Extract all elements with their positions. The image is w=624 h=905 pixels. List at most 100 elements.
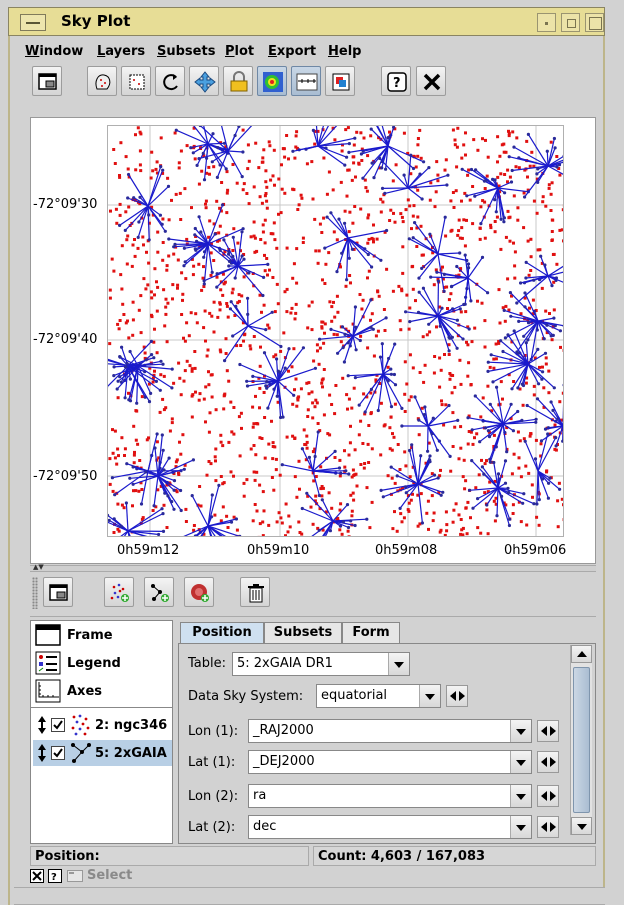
sky-plot-area[interactable] (107, 125, 564, 537)
chevron-down-icon[interactable] (510, 720, 531, 742)
toolbar-grip-icon[interactable] (32, 577, 38, 609)
layer-toolbar (30, 575, 596, 617)
layer-item-label: Frame (67, 628, 113, 643)
lon1-label: Lon (1): (188, 724, 239, 739)
add-pair-layer-icon (151, 584, 169, 602)
menu-plot[interactable]: Plot (225, 44, 255, 59)
x-tick-label: 0h59m08 (375, 543, 438, 558)
blob-subset-icon (129, 74, 145, 90)
scroll-up-icon[interactable] (571, 645, 592, 663)
sky-system-stepper[interactable] (446, 685, 468, 707)
layer-item-label: Axes (67, 684, 103, 699)
chevron-down-icon[interactable] (388, 653, 409, 675)
select-button[interactable]: Select (87, 868, 133, 883)
tab-form[interactable]: Form (342, 622, 400, 644)
window-button[interactable] (32, 66, 62, 96)
lat2-stepper[interactable] (537, 816, 559, 838)
axis-control-icon (296, 73, 318, 91)
export-image-button[interactable] (325, 66, 355, 96)
plot-canvas[interactable] (108, 126, 564, 537)
collapse-arrows-icon[interactable]: ▲▼ (33, 563, 44, 571)
blob-subset-button[interactable] (121, 66, 151, 96)
chevron-down-icon[interactable] (510, 785, 531, 807)
export-image-icon (332, 73, 350, 91)
table-select[interactable]: 5: 2xGAIA DR1 (232, 652, 410, 676)
navigate-button[interactable] (189, 66, 219, 96)
menu-layers[interactable]: Layers (97, 44, 146, 59)
layer-item-frame[interactable]: Frame (33, 622, 172, 648)
layer-item-label: 5: 2xGAIA (95, 746, 167, 761)
tab-subsets[interactable]: Subsets (264, 622, 342, 644)
maximize-button[interactable] (561, 13, 580, 32)
close-button[interactable] (416, 66, 446, 96)
svg-text:?: ? (51, 872, 57, 883)
lock-axes-button[interactable] (223, 66, 253, 96)
chevron-down-icon[interactable] (419, 685, 440, 707)
axis-control-button[interactable] (291, 66, 321, 96)
lon1-input[interactable]: _RAJ2000 (248, 719, 532, 743)
x-tick-label: 0h59m06 (504, 543, 567, 558)
sky-system-select[interactable]: equatorial (316, 684, 441, 708)
menu-export[interactable]: Export (268, 44, 317, 59)
delete-layer-button[interactable] (240, 577, 270, 607)
title-bar[interactable]: Sky Plot (8, 7, 605, 36)
scrollbar-thumb[interactable] (573, 667, 590, 813)
lat1-stepper[interactable] (537, 751, 559, 773)
lon2-label: Lon (2): (188, 789, 239, 804)
checkbox-checked-icon[interactable] (51, 746, 65, 760)
source-points (108, 126, 563, 536)
navigate-icon (194, 71, 216, 93)
table-label: Table: (188, 656, 226, 671)
status-count-text: Count: 4,603 / 167,083 (318, 849, 486, 864)
layer-list: Frame Legend Axes 2: ngc346 5: 2xGAIA (30, 620, 173, 844)
lat2-input[interactable]: dec (248, 815, 532, 839)
lon1-stepper[interactable] (537, 720, 559, 742)
sky-system-label: Data Sky System: (188, 689, 304, 704)
menu-help[interactable]: Help (328, 44, 362, 59)
layer-item-axes[interactable]: Axes (33, 678, 172, 704)
lat1-input[interactable]: _DEJ2000 (248, 750, 532, 774)
close-small-icon[interactable] (30, 869, 44, 883)
split-pane-divider[interactable]: ▲▼ (30, 563, 596, 572)
chevron-down-icon[interactable] (510, 751, 531, 773)
lon2-input[interactable]: ra (248, 784, 532, 808)
window-title: Sky Plot (61, 12, 131, 30)
replot-button[interactable] (155, 66, 185, 96)
chevron-down-icon[interactable] (510, 816, 531, 838)
menu-window[interactable]: Window (25, 44, 84, 59)
add-position-layer-button[interactable] (104, 577, 134, 607)
close-window-button[interactable] (585, 13, 604, 32)
help-small-icon[interactable]: ? (48, 869, 62, 883)
layer-item-legend[interactable]: Legend (33, 650, 172, 676)
select-icon[interactable] (67, 870, 83, 882)
draw-subset-button[interactable] (87, 66, 117, 96)
checkbox-checked-icon[interactable] (51, 718, 65, 732)
layer-item-label: 2: ngc346 (95, 718, 168, 733)
layer-item-ngc346[interactable]: 2: ngc346 (33, 712, 172, 738)
minimize-button[interactable] (537, 13, 556, 32)
scroll-down-icon[interactable] (571, 817, 592, 835)
layer-item-2xgaia[interactable]: 5: 2xGAIA (33, 740, 172, 766)
window-menu-icon[interactable] (20, 14, 46, 31)
sky-system-value: equatorial (321, 688, 388, 703)
tab-position[interactable]: Position (180, 622, 264, 644)
delete-icon (248, 584, 264, 603)
drag-handle-icon[interactable] (37, 715, 47, 735)
heatmap-button[interactable] (257, 66, 287, 96)
lat2-label: Lat (2): (188, 820, 236, 835)
list-divider (31, 707, 172, 709)
form-scrollbar[interactable] (570, 645, 592, 835)
add-pair-layer-button[interactable] (144, 577, 174, 607)
help-button[interactable]: ? (381, 66, 411, 96)
layer-item-label: Legend (67, 656, 121, 671)
lat1-value: _DEJ2000 (253, 754, 315, 769)
x-tick-label: 0h59m10 (247, 543, 310, 558)
lat1-label: Lat (1): (188, 755, 236, 770)
menu-subsets[interactable]: Subsets (157, 44, 216, 59)
y-tick-label: -72°09'40 (33, 332, 98, 347)
drag-handle-icon[interactable] (37, 743, 47, 763)
lon2-stepper[interactable] (537, 785, 559, 807)
layer-window-button[interactable] (43, 577, 73, 607)
add-density-layer-button[interactable] (184, 577, 214, 607)
